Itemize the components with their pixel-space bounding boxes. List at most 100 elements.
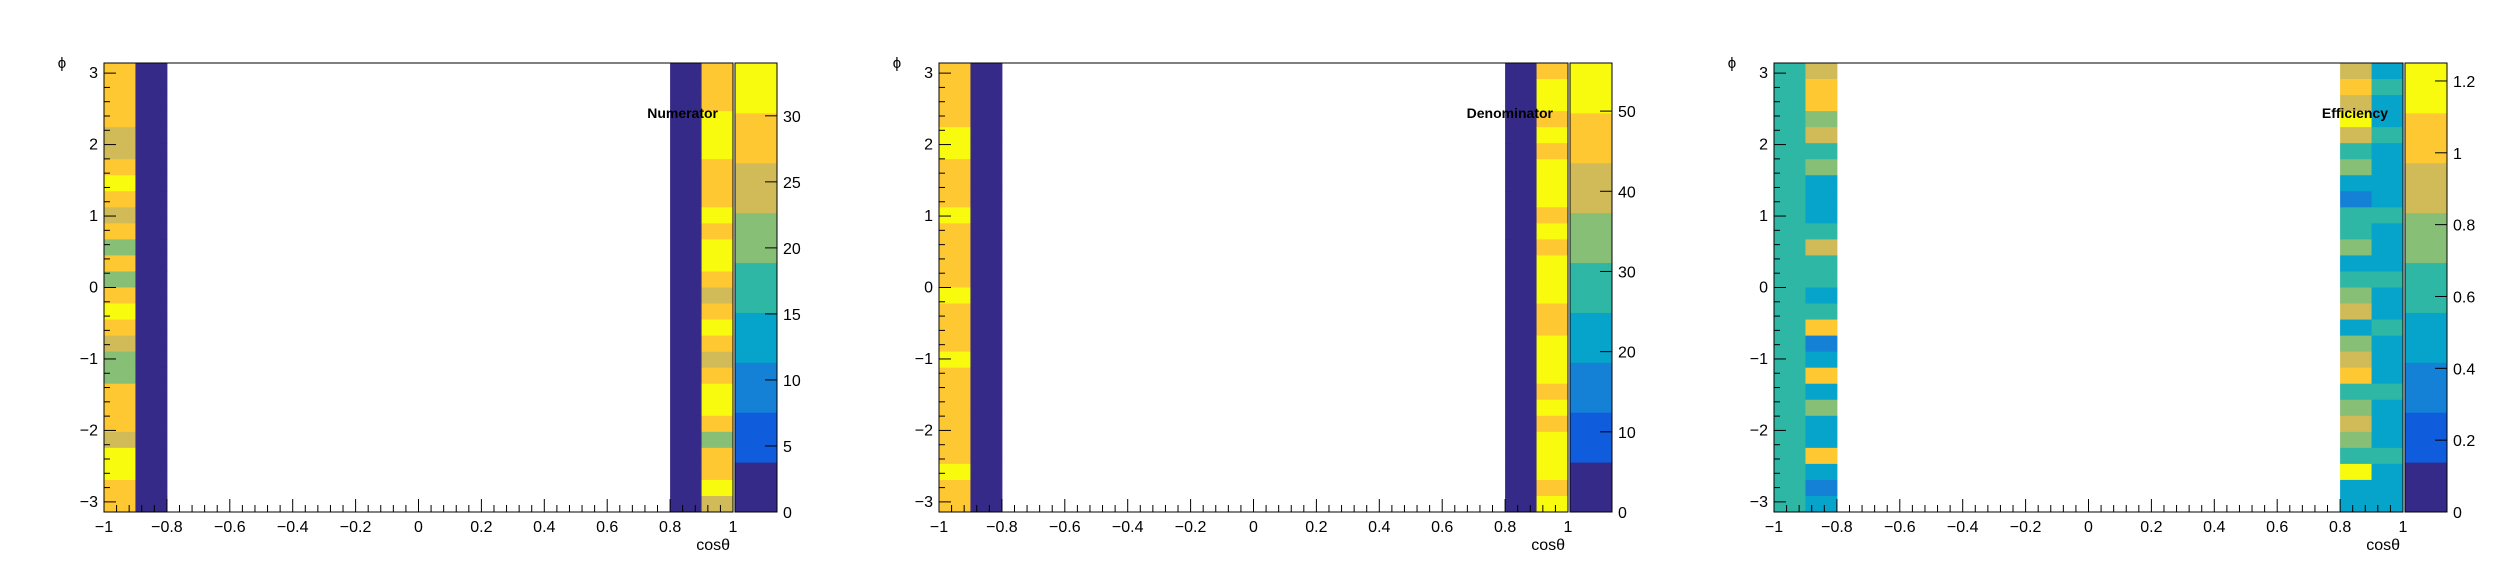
heatmap-cell [1536, 191, 1569, 208]
colorbar-cell [1570, 299, 1612, 313]
heatmap-cell [2340, 127, 2373, 144]
colorbar-cell [1570, 150, 1612, 164]
heatmap-cell [670, 159, 703, 176]
plot-frame [103, 62, 734, 513]
heatmap-cell [1536, 431, 1569, 449]
colorbar-cell [1570, 374, 1612, 388]
heatmap-cell [970, 95, 1003, 112]
colorbar-cell [1570, 474, 1612, 488]
heatmap-cell [104, 415, 136, 433]
colorbar-cell [2405, 449, 2447, 463]
heatmap-cell [1505, 79, 1538, 96]
heatmap-cell [2371, 95, 2404, 112]
heatmap-cell [104, 79, 136, 96]
y-tick-label: 2 [89, 137, 98, 154]
heatmap-cell [2340, 383, 2373, 401]
y-axis-title: ϕ [893, 55, 901, 72]
heatmap-cell [701, 159, 734, 176]
colorbar-cell [735, 362, 777, 376]
heatmap-cell [1536, 495, 1569, 513]
heatmap-cell [104, 111, 136, 128]
heatmap-cell [1805, 223, 1838, 240]
heatmap-cell [135, 255, 168, 272]
colorbar-cell [1570, 337, 1612, 351]
heatmap-cell [939, 431, 971, 449]
heatmap-cell [701, 79, 734, 96]
colorbar-cell [1570, 312, 1612, 326]
heatmap-cell [2371, 351, 2404, 369]
heatmap-cell [1536, 463, 1569, 481]
heatmap-cell [135, 207, 168, 224]
colorbar-cell [2405, 275, 2447, 288]
heatmap-cell [104, 175, 136, 192]
x-tick-label: −0.8 [151, 519, 183, 536]
heatmap-cell [701, 111, 734, 128]
heatmap-cell [1774, 223, 1806, 240]
heatmap-cell [1805, 447, 1838, 465]
heatmap-cell [2371, 111, 2404, 128]
heatmap-cell [1774, 319, 1806, 337]
heatmap-cell [104, 351, 136, 369]
x-tick-label: 1 [2399, 519, 2408, 536]
colorbar-tick-label: 10 [1618, 425, 1636, 442]
colorbar-cell [1570, 100, 1612, 114]
heatmap-cell [939, 239, 971, 256]
colorbar-cell [735, 250, 777, 264]
colorbar-tick-label: 0 [1618, 505, 1627, 522]
heatmap-cell [2371, 367, 2404, 385]
colorbar-cell [735, 112, 777, 126]
heatmap-cell [701, 255, 734, 272]
y-tick-label: 1 [1759, 208, 1768, 225]
heatmap-cell [135, 367, 168, 385]
heatmap-cell [104, 95, 136, 112]
heatmap-cell [970, 495, 1003, 513]
heatmap-cell [670, 239, 703, 256]
heatmap-cell [2371, 319, 2404, 337]
heatmap-cell [104, 207, 136, 224]
heatmap-cell [701, 175, 734, 192]
heatmap-cell [1774, 111, 1806, 128]
heatmap-cell [970, 319, 1003, 337]
heatmap-cell [135, 271, 168, 288]
colorbar-tick-label: 20 [783, 241, 801, 258]
heatmap-cell [701, 463, 734, 481]
heatmap-cell [1774, 79, 1806, 96]
heatmap-cell [135, 111, 168, 128]
heatmap-cell [1505, 271, 1538, 288]
colorbar-cell [735, 287, 777, 301]
colorbar-cell [1570, 324, 1612, 338]
heatmap-cell [1774, 447, 1806, 465]
heatmap-cell [2371, 191, 2404, 208]
heatmap-cell [1505, 431, 1538, 449]
heatmap-cell [939, 399, 971, 417]
heatmap-cell [2371, 255, 2404, 272]
heatmap-cell [670, 495, 703, 513]
heatmap-cell [939, 479, 971, 497]
heatmap-cell [2371, 271, 2404, 288]
heatmap-cell [1805, 191, 1838, 208]
colorbar-cell [735, 275, 777, 288]
efficiency-panel: −1 −0.8 −0.6 −0.4 −0.2 0 0.2 0.4 0.6 0.8 1 −3 −2 −1 0 1… [1728, 55, 2476, 554]
heatmap-cell [970, 303, 1003, 321]
heatmap-cell [1505, 351, 1538, 369]
heatmap-cell [1805, 383, 1838, 401]
heatmap-cell [104, 335, 136, 353]
heatmap-cell [1805, 175, 1838, 192]
heatmap-cell [104, 463, 136, 481]
colorbar-cell [735, 125, 777, 139]
x-tick-label: 0.4 [533, 519, 555, 536]
heatmap-cell [1536, 207, 1569, 224]
colorbar-cell [2405, 150, 2447, 164]
panel-title: Denominator [1467, 105, 1554, 121]
colorbar-cell [735, 374, 777, 388]
heatmap-cell [1805, 127, 1838, 144]
heatmap-cell [970, 431, 1003, 449]
heatmap-cell [1505, 287, 1538, 305]
heatmap-cell [1505, 191, 1538, 208]
heatmap-cell [104, 431, 136, 449]
heatmap-cell [104, 495, 136, 513]
heatmap-cell [1774, 255, 1806, 272]
heatmap-cell [670, 383, 703, 401]
colorbar-cell [735, 63, 777, 76]
colorbar-tick-label: 0.6 [2453, 289, 2475, 306]
